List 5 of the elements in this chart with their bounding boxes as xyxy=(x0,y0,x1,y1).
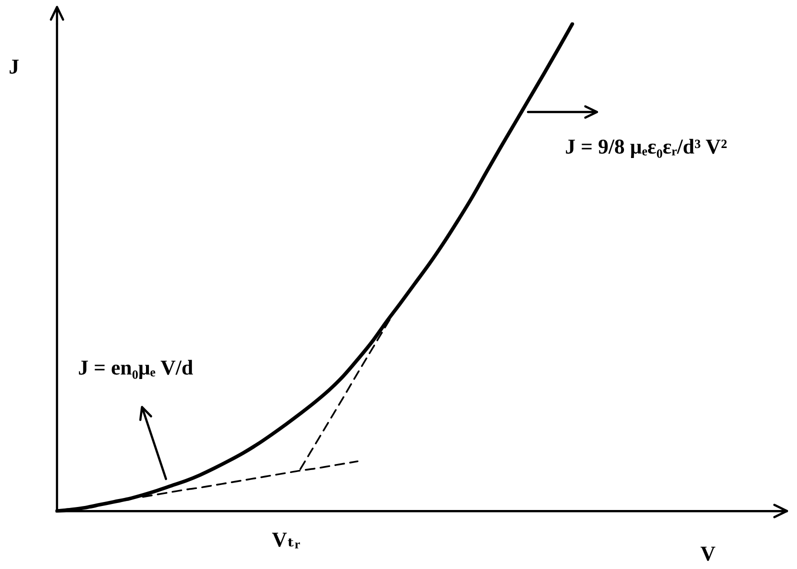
text: Vₜᵣ xyxy=(272,527,300,553)
annotation: J = 9/8 μₑε₀εᵣ/d³ V² xyxy=(565,134,728,160)
x-axis-title: V xyxy=(700,541,716,566)
y-axis-title: J xyxy=(8,54,20,78)
annotation: J = en₀μₑ V/d xyxy=(78,355,194,381)
